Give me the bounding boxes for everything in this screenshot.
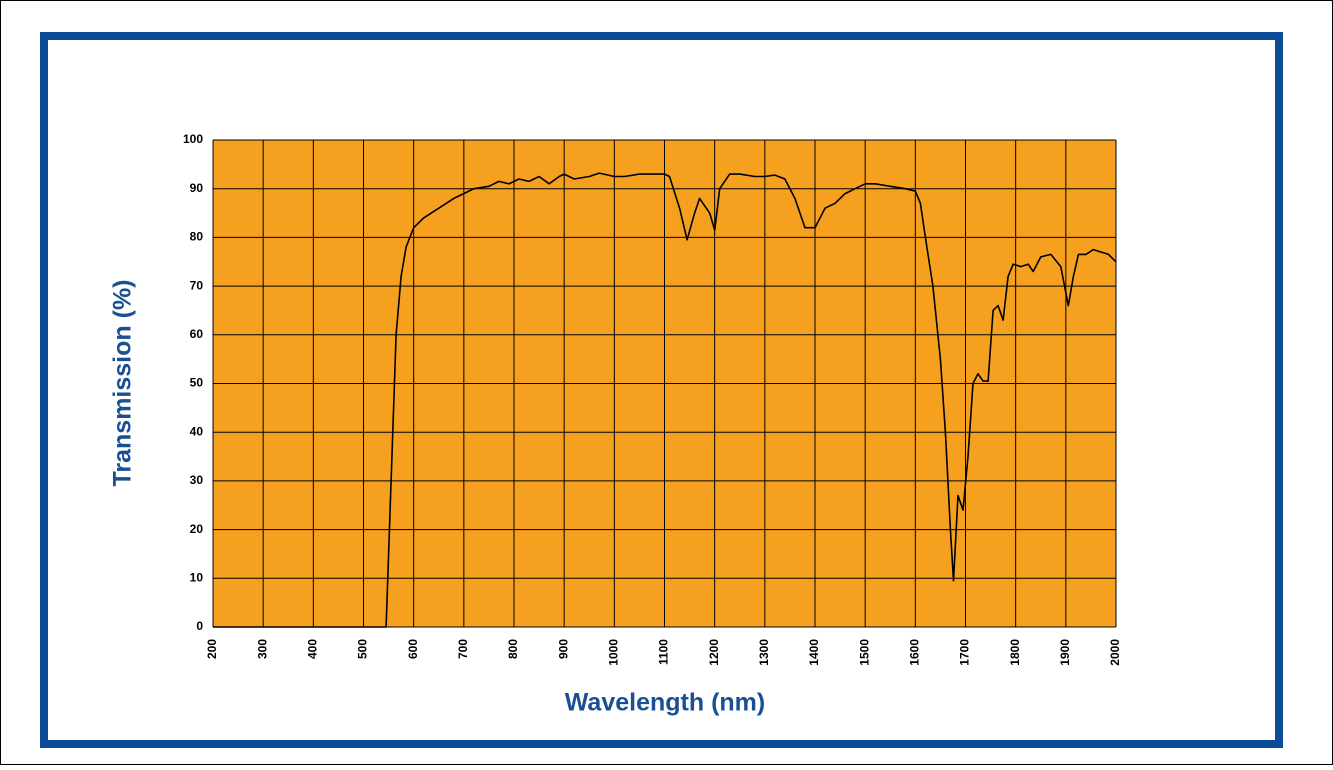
y-tick-label: 40 bbox=[190, 424, 204, 438]
x-tick-label: 1600 bbox=[908, 639, 922, 666]
x-tick-label: 1500 bbox=[857, 639, 871, 666]
x-tick-label: 1400 bbox=[807, 639, 821, 666]
x-tick-label: 300 bbox=[255, 639, 269, 659]
x-axis-title: Wavelength (nm) bbox=[565, 689, 765, 717]
x-tick-label: 900 bbox=[556, 639, 570, 659]
y-tick-label: 30 bbox=[190, 473, 204, 487]
x-tick-label: 1000 bbox=[607, 639, 621, 666]
x-tick-label: 800 bbox=[506, 639, 520, 659]
x-tick-label: 600 bbox=[406, 639, 420, 659]
x-tick-label: 1900 bbox=[1058, 639, 1072, 666]
x-tick-label: 1200 bbox=[707, 639, 721, 666]
y-tick-label: 60 bbox=[190, 327, 204, 341]
y-tick-label: 0 bbox=[196, 619, 203, 633]
y-tick-label: 100 bbox=[183, 132, 203, 146]
x-tick-label: 2000 bbox=[1108, 639, 1122, 666]
x-tick-label: 400 bbox=[306, 639, 320, 659]
y-tick-label: 20 bbox=[190, 522, 204, 536]
x-tick-label: 1800 bbox=[1008, 639, 1022, 666]
data-line bbox=[213, 172, 1117, 628]
y-tick-label: 50 bbox=[190, 376, 204, 390]
x-tick-label: 700 bbox=[456, 639, 470, 659]
x-tick-label: 1300 bbox=[757, 639, 771, 666]
x-tick-label: 1100 bbox=[657, 639, 671, 665]
y-tick-label: 10 bbox=[190, 570, 204, 584]
x-tick-label: 500 bbox=[356, 639, 370, 659]
y-axis-title: Transmission (%) bbox=[109, 280, 137, 487]
x-tick-label: 1700 bbox=[958, 639, 972, 666]
y-tick-label: 70 bbox=[190, 278, 204, 292]
y-tick-label: 90 bbox=[190, 181, 204, 195]
y-tick-label: 80 bbox=[190, 230, 204, 244]
x-tick-label: 200 bbox=[205, 639, 219, 659]
